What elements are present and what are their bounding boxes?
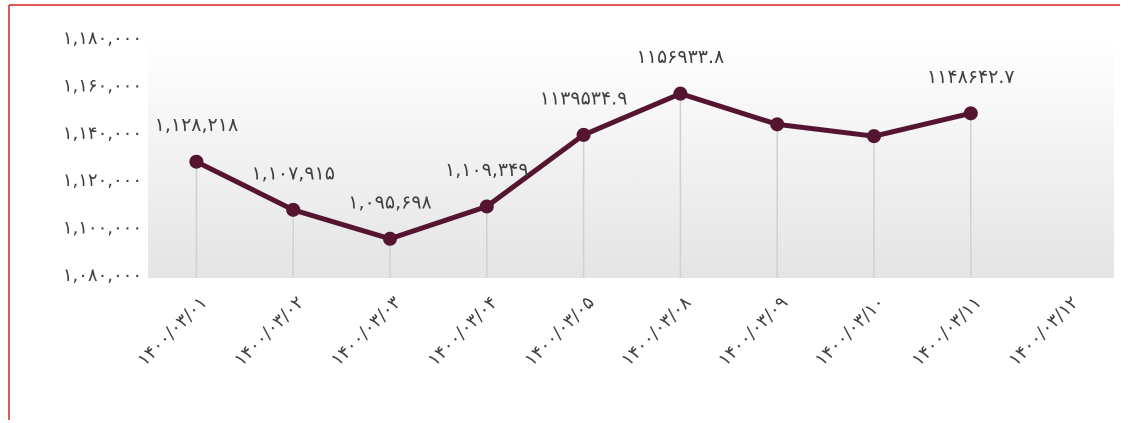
x-tick-label: ۱۴۰۰/۰۳/۱۲ (1005, 292, 1083, 370)
y-tick-label: ۱,۱۲۰,۰۰۰ (63, 170, 142, 191)
data-label: ۱,۱۲۸,۲۱۸ (155, 114, 239, 136)
y-tick-label: ۱,۰۸۰,۰۰۰ (63, 265, 142, 286)
x-tick-label: ۱۴۰۰/۰۳/۰۱ (133, 292, 211, 370)
x-tick-label: ۱۴۰۰/۰۳/۱۰ (811, 292, 889, 370)
marker (576, 127, 591, 142)
marker (770, 117, 785, 132)
y-tick-label: ۱,۱۸۰,۰۰۰ (63, 28, 142, 49)
marker (286, 202, 301, 217)
marker (963, 106, 978, 121)
y-tick-label: ۱,۱۰۰,۰۰۰ (63, 218, 142, 239)
plot-area (148, 37, 1114, 278)
data-label: ۱,۱۰۷,۹۱۵ (251, 162, 335, 184)
x-tick-label: ۱۴۰۰/۰۳/۰۸ (617, 292, 695, 370)
data-label: ۱۱۳۹۵۳۴.۹ (540, 87, 628, 109)
marker (189, 154, 204, 169)
marker (383, 231, 397, 246)
marker (479, 199, 494, 214)
x-tick-label: ۱۴۰۰/۰۳/۰۵ (521, 292, 599, 370)
x-tick-label: ۱۴۰۰/۰۳/۱۱ (908, 292, 986, 370)
x-tick-label: ۱۴۰۰/۰۳/۰۴ (424, 292, 502, 370)
data-label: ۱,۱۰۹,۳۴۹ (445, 159, 529, 181)
x-tick-label: ۱۴۰۰/۰۳/۰۲ (230, 292, 308, 370)
data-label: ۱۱۵۶۹۳۳.۸ (637, 46, 725, 68)
y-tick-label: ۱,۱۶۰,۰۰۰ (63, 75, 142, 96)
data-label: ۱,۰۹۵,۶۹۸ (348, 191, 432, 213)
marker (673, 86, 688, 101)
x-tick-label: ۱۴۰۰/۰۳/۰۳ (327, 292, 405, 370)
data-label: ۱۱۴۸۶۴۲.۷ (927, 66, 1015, 88)
marker (867, 129, 881, 144)
x-tick-label: ۱۴۰۰/۰۳/۰۹ (714, 292, 792, 370)
y-tick-label: ۱,۱۴۰,۰۰۰ (63, 123, 142, 144)
